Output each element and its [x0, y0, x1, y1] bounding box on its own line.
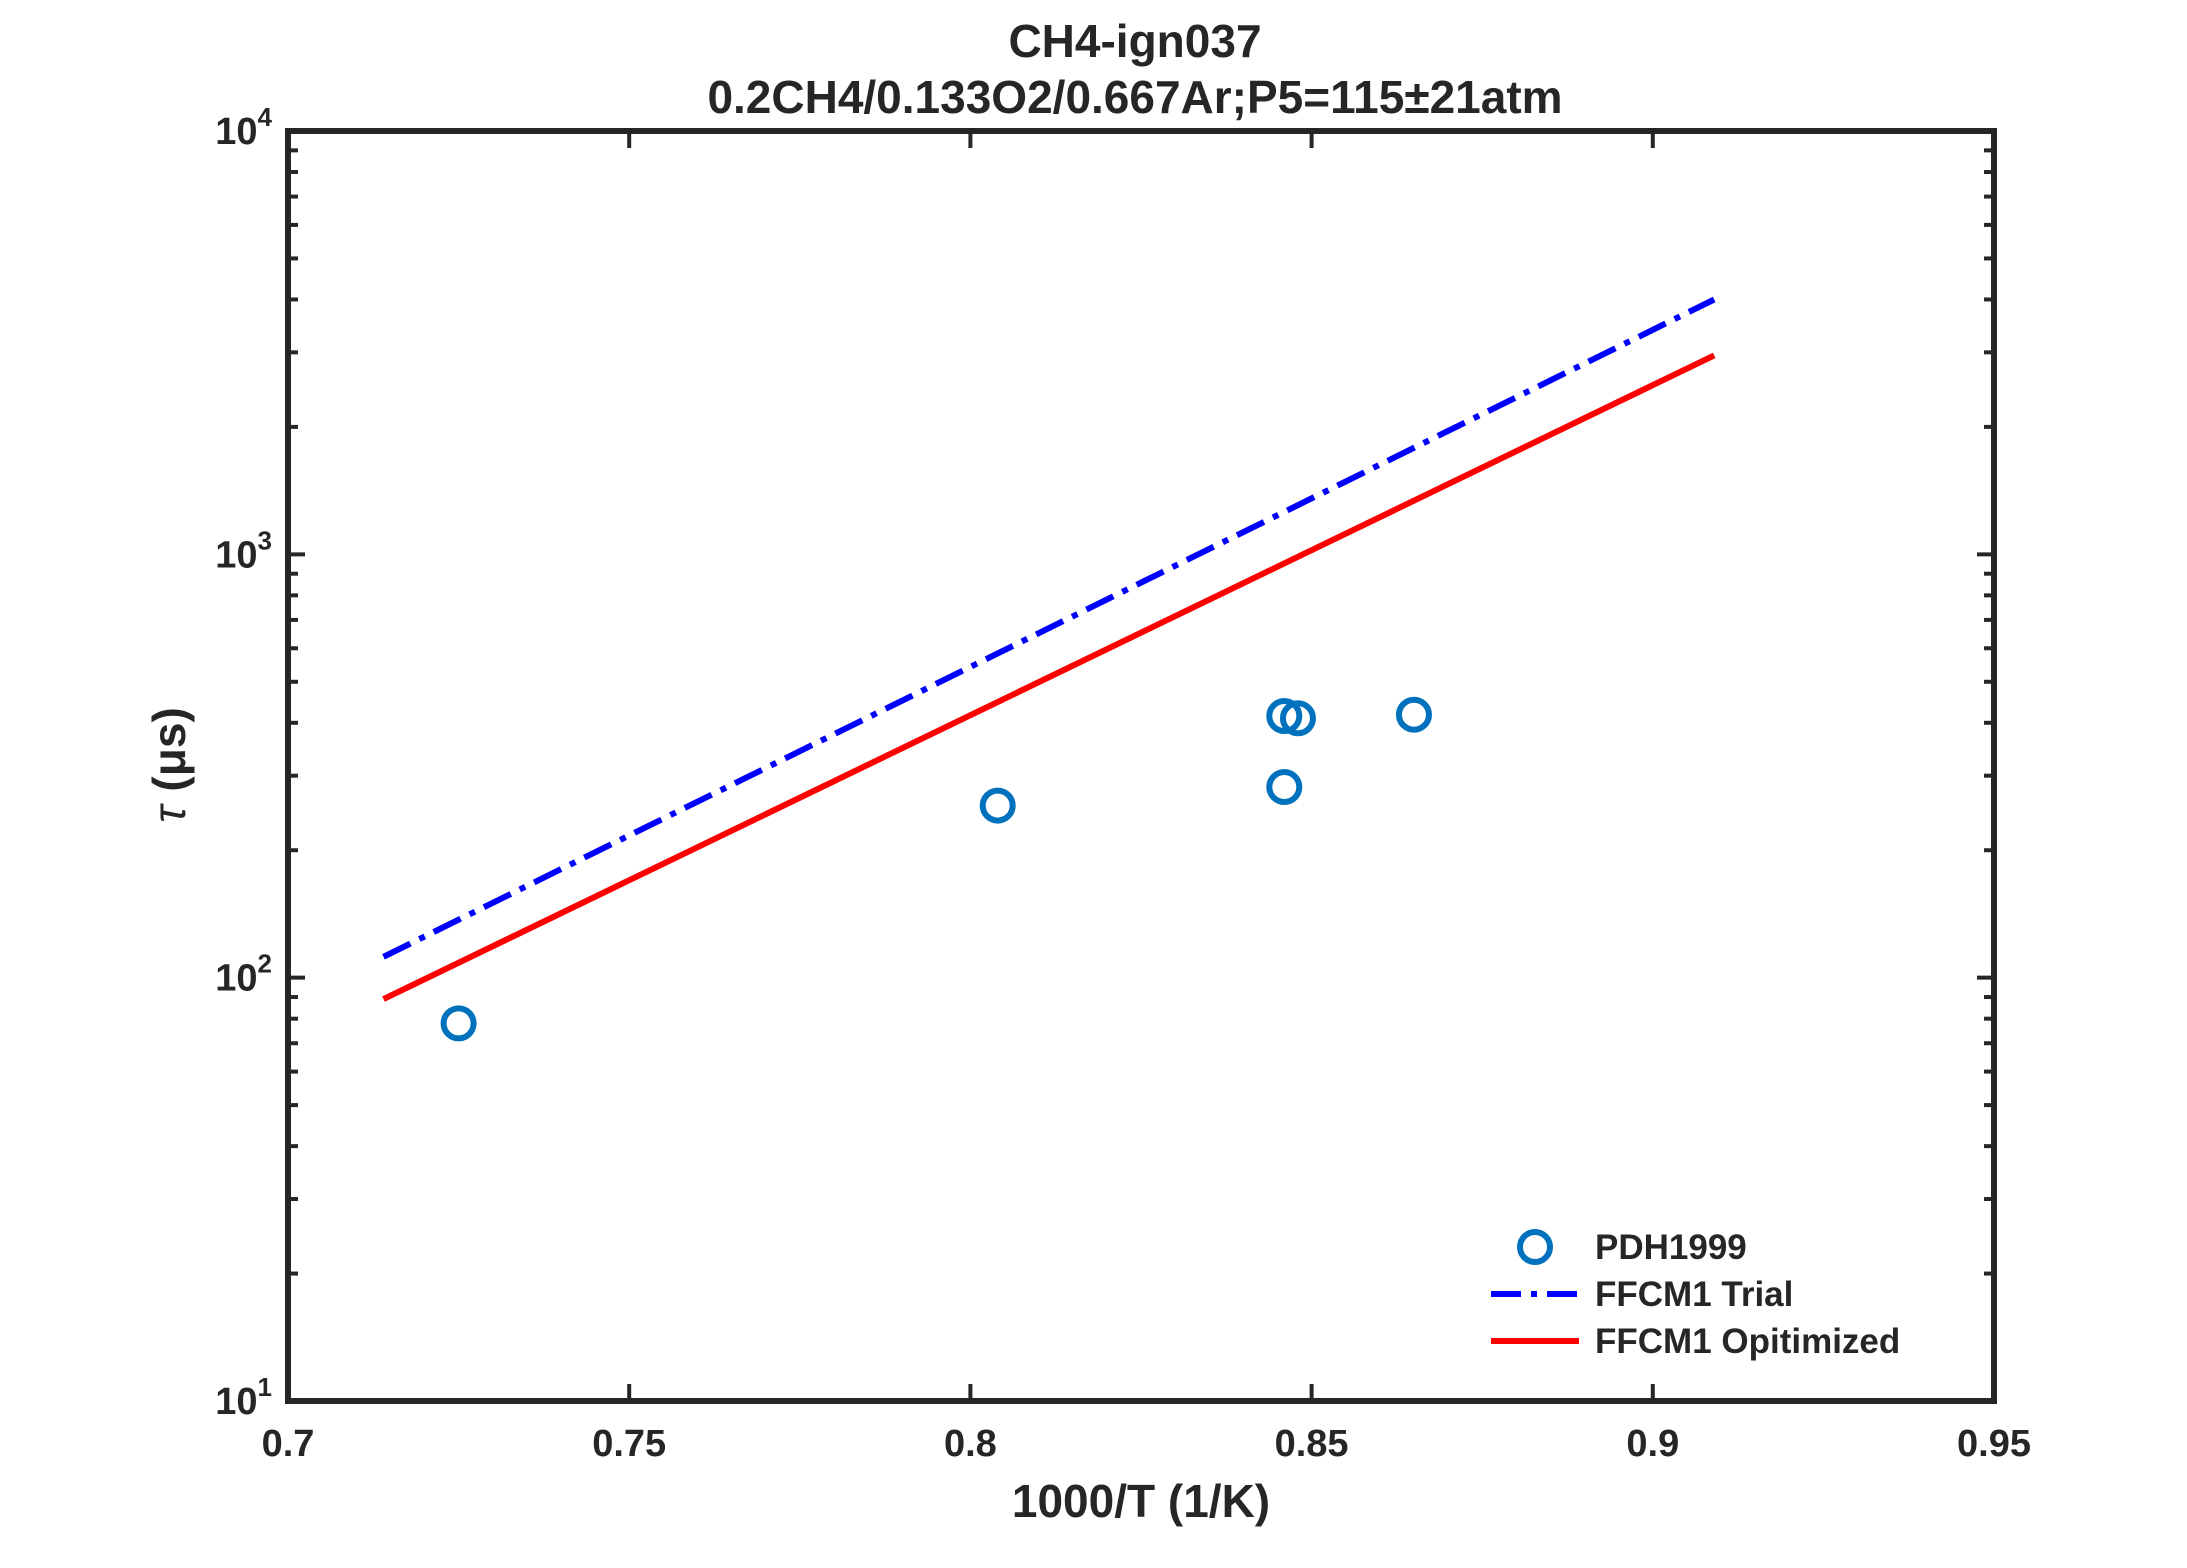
- legend-label: FFCM1 Opitimized: [1595, 1322, 1900, 1361]
- x-tick-labels: 0.7 0.75 0.8 0.85 0.9 0.95: [262, 1423, 2031, 1465]
- data-point: [979, 787, 1016, 824]
- series-line-1: [382, 296, 1716, 960]
- y-tick-base: 10: [215, 111, 257, 153]
- axes-box: [285, 128, 1997, 1404]
- data-point: [1266, 698, 1303, 735]
- x-tick-label: 0.9: [1626, 1423, 1679, 1465]
- chart-title: CH4-ign037: [1008, 15, 1261, 67]
- legend-swatch-marker: [1517, 1229, 1553, 1265]
- y-tick-exponent: 2: [258, 949, 272, 979]
- x-tick-label: 0.8: [944, 1423, 997, 1465]
- legend: PDH1999 FFCM1 Trial FFCM1 Opitimized: [1491, 1228, 1900, 1361]
- data-point: [1395, 696, 1432, 733]
- y-tick-label: 102: [215, 949, 272, 1000]
- legend-label: PDH1999: [1595, 1228, 1747, 1267]
- axis-ticks: [286, 129, 1996, 1403]
- data-point: [1279, 700, 1316, 737]
- y-tick-base: 10: [215, 534, 257, 576]
- x-tick-label: 0.7: [262, 1423, 315, 1465]
- y-tick-base: 10: [215, 1381, 257, 1423]
- legend-label: FFCM1 Trial: [1595, 1275, 1793, 1314]
- y-tick-exponent: 4: [258, 102, 273, 132]
- x-tick-label: 0.95: [1957, 1423, 2031, 1465]
- chart-subtitle: 0.2CH4/0.133O2/0.667Ar;P5=115±21atm: [707, 71, 1562, 123]
- y-tick-exponent: 3: [258, 525, 272, 555]
- y-axis-unit: (μs): [143, 707, 195, 791]
- y-tick-label: 103: [215, 525, 272, 576]
- y-tick-base: 10: [215, 958, 257, 1000]
- y-axis-symbol: τ: [143, 803, 195, 823]
- y-tick-exponent: 1: [258, 1372, 272, 1402]
- y-tick-label: 101: [215, 1372, 272, 1423]
- x-axis-label: 1000/T (1/K): [1012, 1475, 1270, 1527]
- data-point: [440, 1005, 477, 1042]
- y-axis-label: τ (μs): [143, 707, 195, 823]
- series-line-2: [382, 352, 1716, 1002]
- x-tick-label: 0.85: [1275, 1423, 1349, 1465]
- x-tick-label: 0.75: [592, 1423, 666, 1465]
- data-point: [1266, 769, 1303, 806]
- plot-area: [382, 296, 1716, 1042]
- y-tick-label: 104: [215, 102, 272, 153]
